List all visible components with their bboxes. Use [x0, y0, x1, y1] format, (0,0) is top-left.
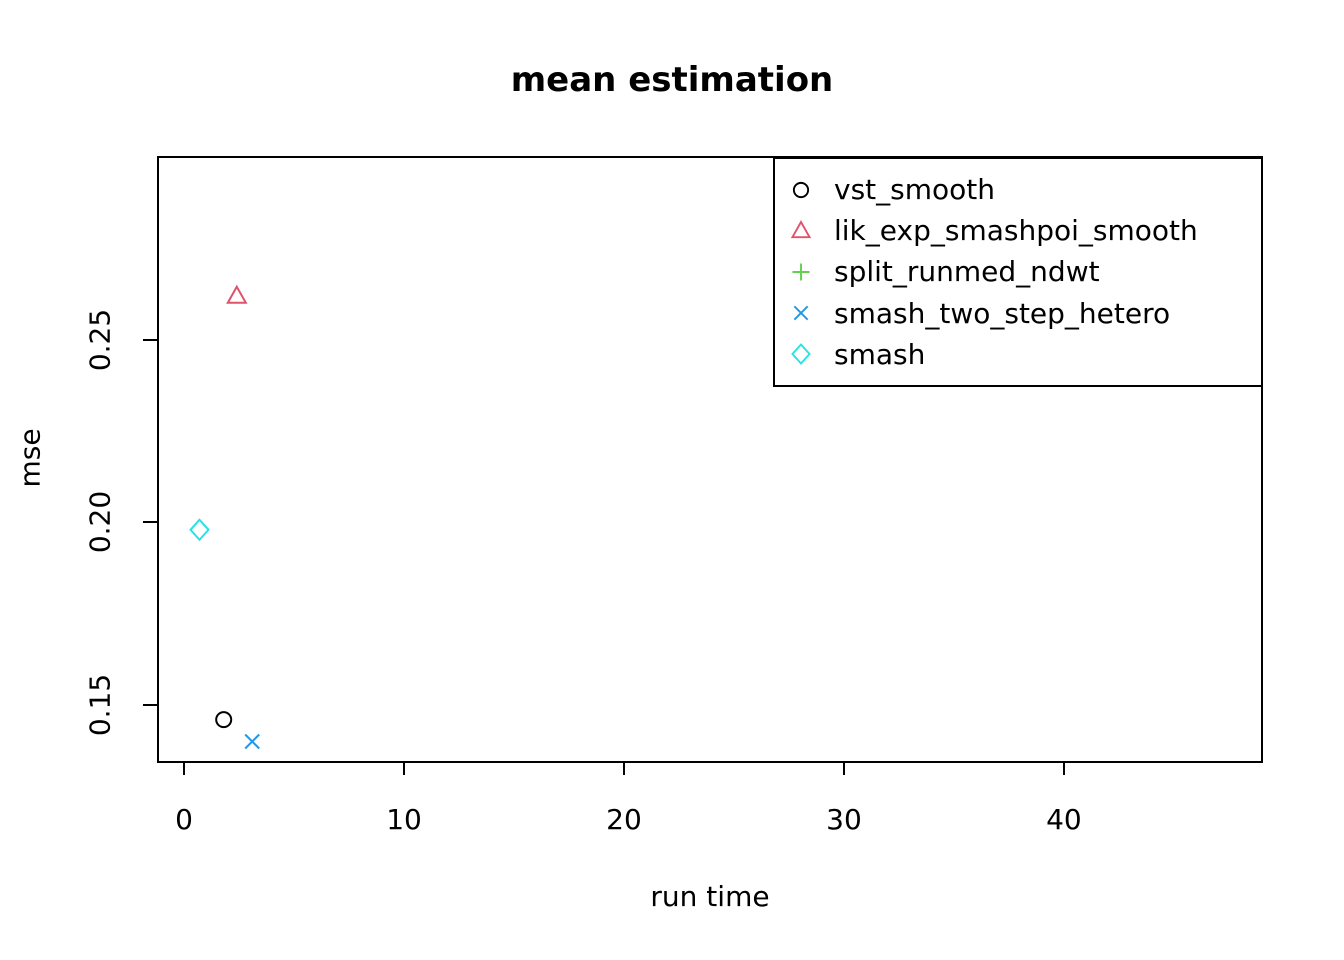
y-tick-label: 0.15 [83, 673, 117, 737]
legend-label: smash_two_step_hetero [834, 296, 1171, 330]
point-smash [189, 518, 210, 542]
legend-item-split_runmed_ndwt: split_runmed_ndwt [775, 253, 1261, 291]
point-smash_two_step_hetero [244, 733, 260, 750]
legend-item-vst_smooth: vst_smooth [775, 171, 1261, 209]
triangle-up-marker-icon [790, 219, 812, 238]
x-tick-mark [842, 763, 845, 775]
x-tick-label: 30 [826, 803, 862, 836]
diamond-marker-icon [791, 343, 811, 366]
chart-title: mean estimation [510, 60, 834, 100]
legend-label: smash [834, 337, 926, 371]
x-tick-label: 40 [1046, 803, 1082, 836]
plot-border [157, 156, 1263, 763]
x-tick-label: 20 [606, 803, 642, 836]
x-tick-mark [622, 763, 625, 775]
y-axis-label: mse [13, 428, 47, 488]
x-tick-label: 10 [386, 803, 422, 836]
plot-area [157, 156, 1263, 763]
y-tick-mark [143, 338, 157, 341]
legend-label: vst_smooth [834, 173, 995, 207]
point-lik_exp_smashpoi_smooth [226, 284, 248, 304]
y-tick-label: 0.20 [83, 491, 117, 554]
legend-label: split_runmed_ndwt [834, 255, 1100, 289]
legend-label: lik_exp_smashpoi_smooth [834, 214, 1198, 248]
x-axis-label: run time [650, 880, 770, 913]
legend: vst_smooth lik_exp_smashpoi_smooth split_r… [773, 157, 1263, 387]
circle-marker-icon [792, 181, 810, 198]
y-tick-label: 0.25 [83, 308, 117, 372]
data-points-layer [189, 284, 260, 750]
y-tick-mark [143, 703, 157, 706]
x-tick-mark [183, 763, 186, 775]
x-tick-label: 0 [175, 803, 193, 836]
legend-item-smash_two_step_hetero: smash_two_step_hetero [775, 294, 1261, 332]
legend-item-smash: smash [775, 335, 1261, 373]
x-marker-icon [793, 305, 809, 321]
x-tick-mark [1062, 763, 1065, 775]
legend-item-lik_exp_smashpoi_smooth: lik_exp_smashpoi_smooth [775, 212, 1261, 250]
plus-marker-icon [792, 263, 810, 281]
point-vst_smooth [215, 711, 233, 729]
y-tick-mark [143, 521, 157, 524]
x-tick-mark [403, 763, 406, 775]
